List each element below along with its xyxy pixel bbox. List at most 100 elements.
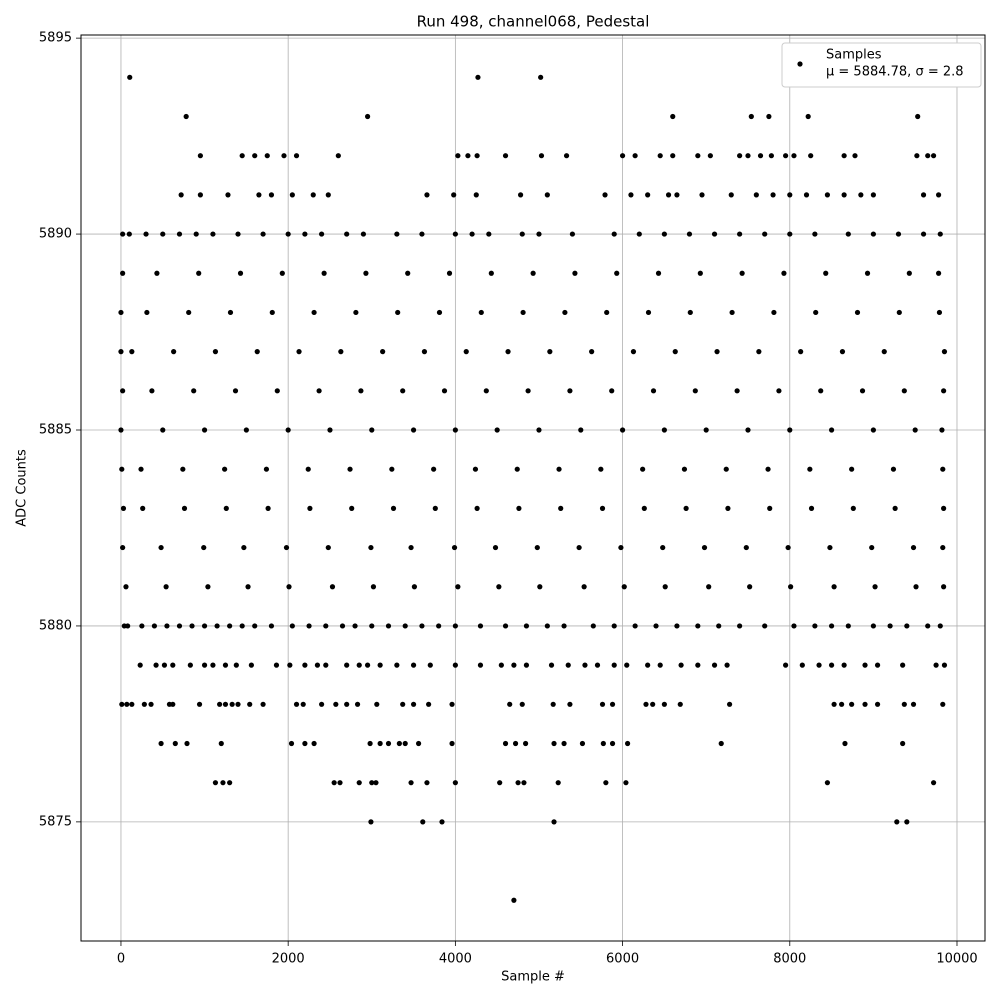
point bbox=[237, 270, 244, 276]
point bbox=[551, 740, 557, 747]
point bbox=[405, 270, 411, 276]
point bbox=[151, 623, 158, 629]
point bbox=[120, 231, 126, 237]
point bbox=[674, 623, 680, 629]
point bbox=[374, 701, 380, 707]
point bbox=[178, 192, 184, 198]
point bbox=[455, 153, 461, 159]
point bbox=[799, 662, 805, 668]
point bbox=[716, 623, 722, 629]
point bbox=[521, 780, 527, 786]
point bbox=[753, 192, 759, 198]
point bbox=[196, 270, 202, 276]
point bbox=[563, 153, 570, 159]
point bbox=[762, 231, 768, 237]
point bbox=[640, 466, 646, 472]
point bbox=[265, 505, 271, 511]
point bbox=[369, 780, 375, 786]
point bbox=[474, 505, 480, 511]
point bbox=[120, 270, 126, 276]
point bbox=[302, 231, 308, 237]
point bbox=[828, 427, 835, 433]
point bbox=[492, 544, 499, 551]
point bbox=[410, 701, 417, 707]
point bbox=[941, 662, 948, 668]
point bbox=[849, 466, 855, 472]
point bbox=[217, 701, 223, 707]
point bbox=[630, 349, 637, 355]
point bbox=[486, 231, 492, 237]
point bbox=[611, 231, 617, 237]
point bbox=[364, 662, 371, 668]
point bbox=[477, 623, 484, 629]
point bbox=[762, 623, 768, 629]
point bbox=[311, 309, 317, 316]
point bbox=[451, 544, 458, 551]
point bbox=[869, 544, 875, 551]
point bbox=[920, 231, 927, 237]
point bbox=[936, 270, 942, 276]
point bbox=[119, 701, 125, 707]
point bbox=[325, 544, 331, 551]
point bbox=[335, 153, 341, 159]
point bbox=[229, 701, 235, 707]
point bbox=[561, 623, 567, 629]
point bbox=[235, 231, 241, 237]
point bbox=[925, 623, 931, 629]
point bbox=[901, 701, 907, 707]
point bbox=[400, 388, 406, 394]
point bbox=[890, 466, 897, 472]
point bbox=[127, 74, 133, 80]
point bbox=[783, 662, 789, 668]
point bbox=[385, 740, 392, 747]
point bbox=[197, 153, 203, 159]
point bbox=[125, 623, 131, 629]
point bbox=[400, 701, 406, 707]
point bbox=[511, 662, 517, 668]
y-tick-label: 5895 bbox=[39, 31, 72, 46]
point bbox=[914, 153, 920, 159]
point bbox=[469, 231, 475, 237]
point bbox=[214, 623, 220, 629]
point bbox=[344, 231, 350, 237]
point bbox=[881, 349, 887, 355]
point bbox=[670, 113, 676, 120]
point bbox=[449, 740, 455, 747]
point bbox=[344, 662, 350, 668]
point bbox=[394, 231, 400, 237]
point bbox=[137, 662, 143, 668]
point bbox=[183, 113, 189, 120]
point bbox=[140, 505, 146, 511]
point bbox=[770, 192, 776, 198]
legend-label: Samples bbox=[826, 48, 882, 63]
point bbox=[739, 270, 745, 276]
point bbox=[714, 349, 720, 355]
point bbox=[672, 349, 678, 355]
point bbox=[129, 349, 135, 355]
point bbox=[604, 309, 610, 316]
point bbox=[628, 192, 634, 198]
point bbox=[289, 623, 295, 629]
point bbox=[936, 309, 943, 316]
point bbox=[302, 662, 308, 668]
point bbox=[711, 662, 718, 668]
point bbox=[941, 349, 948, 355]
point bbox=[562, 309, 568, 316]
point bbox=[787, 231, 793, 237]
point bbox=[408, 544, 414, 551]
point bbox=[697, 270, 703, 276]
point bbox=[743, 544, 749, 551]
point bbox=[940, 466, 946, 472]
point bbox=[201, 544, 207, 551]
point bbox=[661, 701, 667, 707]
point bbox=[474, 153, 480, 159]
point bbox=[158, 544, 164, 551]
point bbox=[828, 623, 835, 629]
point bbox=[148, 701, 154, 707]
point bbox=[748, 113, 754, 120]
point bbox=[603, 780, 609, 786]
point bbox=[900, 662, 906, 668]
point bbox=[144, 309, 150, 316]
point bbox=[349, 505, 355, 511]
